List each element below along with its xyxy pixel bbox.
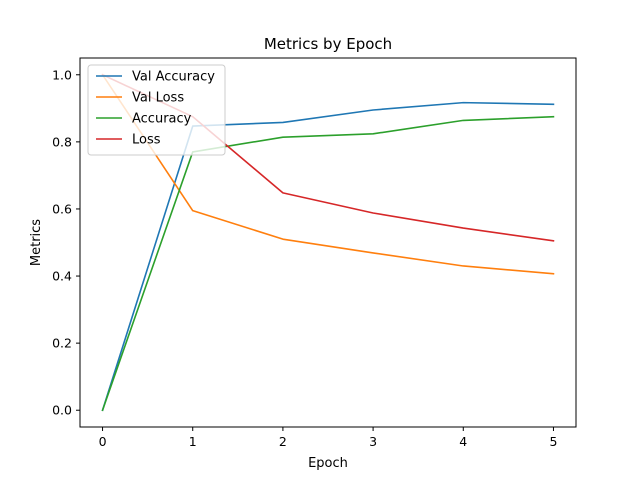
- legend-label: Loss: [132, 133, 161, 148]
- y-axis: 0.0 0.2 0.4 0.6 0.8 1.0: [52, 67, 80, 418]
- legend: Val Accuracy Val Loss Accuracy Loss: [87, 64, 226, 156]
- plot-frame: [79, 57, 577, 428]
- y-tick-label: 0.6: [52, 201, 72, 216]
- legend-box: [87, 64, 226, 156]
- x-axis: 0 1 2 3 4 5: [99, 427, 557, 449]
- y-tick-label: 1.0: [52, 67, 72, 82]
- x-tick-label: 2: [279, 434, 287, 449]
- x-axis-label: Epoch: [308, 456, 348, 471]
- x-tick-label: 1: [189, 434, 197, 449]
- y-tick-label: 0.0: [52, 403, 72, 418]
- x-tick-label: 4: [459, 434, 467, 449]
- x-tick-label: 3: [369, 434, 377, 449]
- series-line-val-accuracy: [101, 101, 555, 412]
- x-tick-label: 5: [549, 434, 557, 449]
- y-tick-label: 0.2: [52, 336, 72, 351]
- y-tick-label: 0.8: [52, 134, 72, 149]
- legend-label: Val Loss: [132, 91, 184, 106]
- y-axis-label: Metrics: [29, 219, 44, 266]
- series-line-val-loss: [101, 73, 555, 275]
- y-tick-label: 0.4: [52, 269, 72, 284]
- legend-label: Accuracy: [132, 112, 192, 127]
- legend-label: Val Accuracy: [132, 70, 215, 85]
- x-tick-label: 0: [99, 434, 107, 449]
- chart-title: Metrics by Epoch: [264, 35, 392, 53]
- series-line-accuracy: [101, 115, 555, 412]
